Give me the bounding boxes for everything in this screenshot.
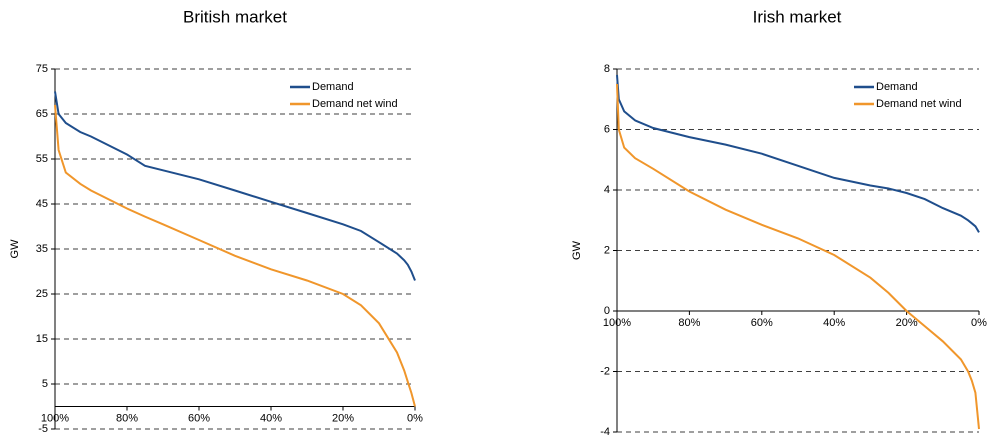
x-tick-label: 60%: [751, 317, 773, 329]
y-tick-label: 35: [36, 243, 48, 255]
x-tick-label: 20%: [332, 412, 354, 424]
y-tick-label: 2: [604, 244, 610, 256]
chart-title: British market: [183, 7, 287, 26]
x-tick-label: 20%: [896, 317, 918, 329]
x-tick-label: 40%: [260, 412, 282, 424]
y-tick-label: 45: [36, 198, 48, 210]
x-tick-label: 40%: [823, 317, 845, 329]
data-line: [54, 91, 416, 281]
y-tick-label: -2: [600, 365, 610, 377]
x-tick-label: 60%: [188, 412, 210, 424]
y-tick-label: 75: [36, 63, 48, 75]
y-axis-label: GW: [571, 240, 583, 260]
data-line: [616, 74, 980, 233]
y-tick-label: -5: [38, 423, 48, 435]
x-tick-label: 80%: [678, 317, 700, 329]
legend-label: Demand: [876, 81, 918, 93]
y-tick-label: 6: [604, 123, 610, 135]
x-tick-label: 80%: [116, 412, 138, 424]
y-tick-label: 25: [36, 288, 48, 300]
legend-label: Demand net wind: [876, 98, 962, 110]
x-tick-label: 100%: [41, 412, 69, 424]
y-tick-label: 55: [36, 153, 48, 165]
x-tick-label: 0%: [971, 317, 987, 329]
legend-label: Demand: [312, 81, 354, 93]
y-tick-label: 0: [604, 305, 610, 317]
y-tick-label: 8: [604, 63, 610, 75]
data-line: [54, 104, 416, 407]
chart-title: Irish market: [753, 7, 842, 26]
y-tick-label: 4: [604, 184, 610, 196]
y-tick-label: 5: [42, 378, 48, 390]
data-line: [616, 84, 980, 430]
y-tick-label: 65: [36, 108, 48, 120]
legend-label: Demand net wind: [312, 98, 398, 110]
y-tick-label: 15: [36, 333, 48, 345]
y-tick-label: -4: [600, 426, 610, 437]
y-axis-label: GW: [9, 239, 21, 259]
x-tick-label: 0%: [407, 412, 423, 424]
x-tick-label: 100%: [603, 317, 631, 329]
